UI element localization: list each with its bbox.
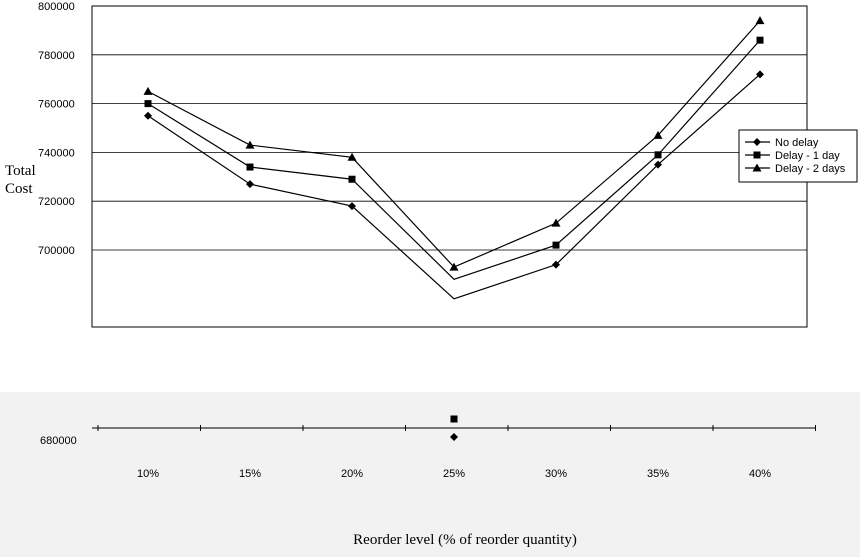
y-tick-label: 720000 [38, 196, 75, 208]
x-axis-title: Reorder level (% of reorder quantity) [353, 532, 577, 548]
series-3 [143, 16, 765, 271]
legend-marker [753, 138, 761, 146]
series-point [144, 100, 152, 108]
legend-label: Delay - 1 day [775, 150, 840, 162]
series-point [449, 262, 459, 271]
y-tick-label: 740000 [38, 147, 75, 159]
series-point [654, 151, 662, 159]
y-axis-title-line1: Total [5, 163, 36, 179]
x-tick-label: 40% [749, 468, 771, 480]
y-tick-label: 760000 [38, 99, 75, 111]
x-tick-label: 15% [239, 468, 261, 480]
series-point [756, 36, 764, 44]
lower-background-band [0, 392, 860, 557]
series-point [246, 163, 254, 171]
series-line [147, 39, 761, 280]
y-tick-label-bottom: 680000 [40, 435, 77, 447]
y-axis-tick-labels: 800000 780000 760000 740000 720000 700000 [38, 1, 75, 257]
series-point [552, 241, 560, 249]
legend-marker [753, 151, 761, 159]
x-axis-tick-labels: 10% 15% 20% 25% 30% 35% 40% [137, 468, 771, 480]
gridlines [92, 54, 807, 251]
series-point [347, 152, 357, 161]
y-axis-title-line2: Cost [5, 181, 33, 197]
y-tick-label: 700000 [38, 245, 75, 257]
plot-frame [91, 5, 808, 328]
y-tick-label: 780000 [38, 50, 75, 62]
series-point [348, 175, 356, 183]
series-point [143, 86, 153, 95]
x-tick-label: 20% [341, 468, 363, 480]
series-point [551, 218, 561, 227]
stray-marker [450, 415, 458, 423]
legend-marker [752, 163, 762, 172]
series-point [348, 202, 356, 211]
series-1 [144, 70, 764, 300]
series-point [552, 260, 560, 269]
stray-markers [450, 415, 458, 441]
x-tick-label: 25% [443, 468, 465, 480]
x-axis [92, 425, 816, 431]
series-point [245, 140, 255, 149]
legend-label: No delay [775, 137, 819, 149]
stray-marker [450, 433, 458, 441]
x-tick-label: 30% [545, 468, 567, 480]
x-tick-label: 10% [137, 468, 159, 480]
series-point [144, 111, 152, 120]
legend-label: Delay - 2 days [775, 163, 846, 175]
series-lines [143, 16, 765, 300]
y-tick-label: 800000 [38, 1, 75, 13]
series-2 [144, 36, 764, 280]
series-point [654, 160, 662, 169]
series-point [246, 180, 254, 189]
series-point [755, 16, 765, 25]
series-point [653, 130, 663, 139]
x-tick-label: 35% [647, 468, 669, 480]
series-point [756, 70, 764, 79]
